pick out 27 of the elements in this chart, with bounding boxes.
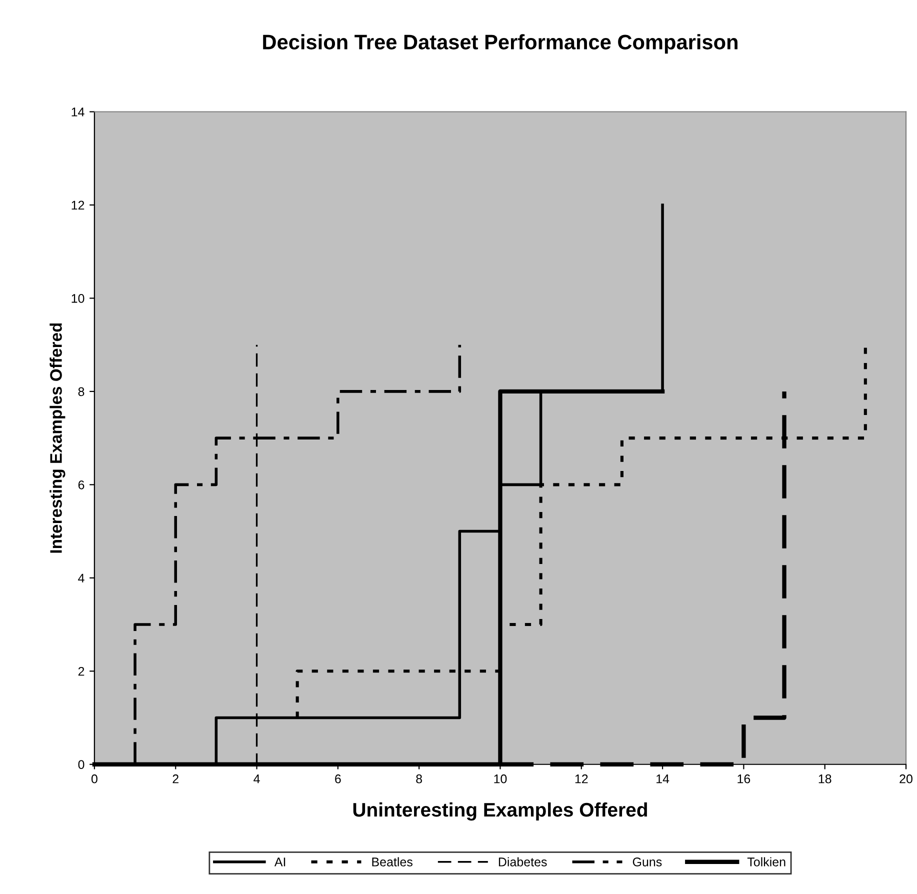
x-tick-label: 6	[335, 774, 341, 784]
y-tick-label: 14	[72, 108, 84, 116]
legend-label: Guns	[632, 858, 662, 866]
x-tick-label: 20	[900, 774, 912, 784]
y-tick-label: 10	[72, 294, 84, 303]
y-tick-label: 4	[78, 574, 84, 582]
x-tick-label: 14	[656, 774, 670, 784]
x-tick-label: 0	[91, 774, 98, 784]
y-tick-label: 12	[72, 200, 84, 210]
y-tick-label: 6	[78, 480, 84, 490]
x-tick-label: 8	[416, 774, 422, 784]
x-tick-label: 16	[738, 774, 750, 784]
y-tick-label: 8	[78, 387, 84, 396]
legend-label: Tolkien	[747, 857, 786, 866]
x-tick-label: 10	[494, 774, 507, 784]
x-tick-label: 12	[575, 774, 588, 784]
y-axis-title: Interesting Examples Offered	[50, 323, 66, 553]
x-tick-label: 18	[818, 774, 832, 784]
chart-title: Decision Tree Dataset Performance Comparison	[263, 34, 738, 54]
x-axis-title: Uninteresting Examples Offered	[353, 802, 647, 821]
y-tick-label: 2	[78, 666, 84, 676]
legend-label: Beatles	[372, 857, 412, 866]
legend-label: AI	[274, 858, 286, 866]
legend-label: Diabetes	[498, 857, 547, 866]
y-tick-label: 0	[78, 760, 84, 770]
x-tick-label: 2	[172, 774, 178, 784]
x-tick-label: 4	[254, 774, 260, 784]
